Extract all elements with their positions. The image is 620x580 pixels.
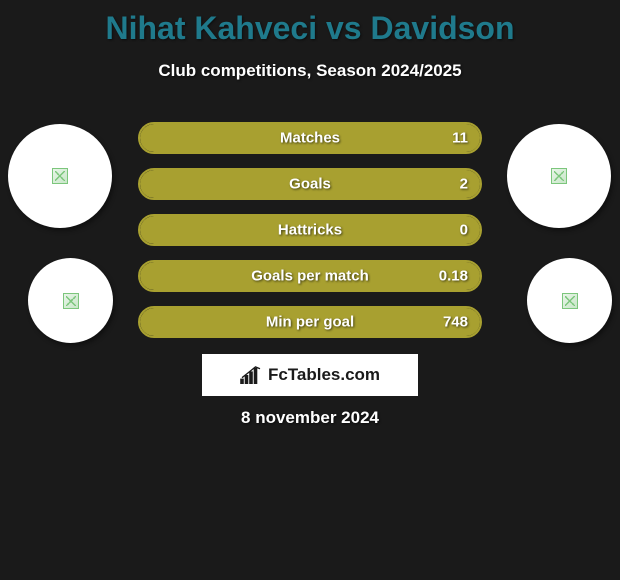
subtitle: Club competitions, Season 2024/2025 [0, 61, 620, 81]
vs-text: vs [326, 10, 362, 46]
stat-label: Min per goal [266, 314, 354, 331]
stat-bars: Matches 11 Goals 2 Hattricks 0 Goals per… [138, 122, 482, 338]
player1-avatar [8, 124, 112, 228]
stat-value-right: 748 [443, 314, 468, 331]
date-text: 8 november 2024 [241, 408, 379, 428]
broken-image-icon [52, 168, 68, 184]
broken-image-icon [63, 293, 79, 309]
stat-row-min-per-goal: Min per goal 748 [138, 306, 482, 338]
player2-name: Davidson [370, 10, 514, 46]
broken-image-icon [562, 293, 578, 309]
chart-icon [240, 366, 262, 384]
left-avatar-column [8, 124, 113, 343]
stat-value-right: 2 [460, 176, 468, 193]
player1-club-badge [28, 258, 113, 343]
stat-row-goals: Goals 2 [138, 168, 482, 200]
stat-value-right: 0 [460, 222, 468, 239]
stat-value-right: 11 [452, 130, 468, 147]
player2-club-badge [527, 258, 612, 343]
brand-watermark: FcTables.com [202, 354, 418, 396]
stat-label: Hattricks [278, 222, 342, 239]
right-avatar-column [507, 124, 612, 343]
stat-label: Goals per match [251, 268, 369, 285]
stat-value-right: 0.18 [439, 268, 468, 285]
player2-avatar [507, 124, 611, 228]
brand-text: FcTables.com [268, 365, 380, 385]
stat-row-goals-per-match: Goals per match 0.18 [138, 260, 482, 292]
stat-row-hattricks: Hattricks 0 [138, 214, 482, 246]
comparison-title: Nihat Kahveci vs Davidson [0, 0, 620, 47]
stat-label: Matches [280, 130, 340, 147]
stat-label: Goals [289, 176, 331, 193]
stat-row-matches: Matches 11 [138, 122, 482, 154]
broken-image-icon [551, 168, 567, 184]
player1-name: Nihat Kahveci [105, 10, 317, 46]
